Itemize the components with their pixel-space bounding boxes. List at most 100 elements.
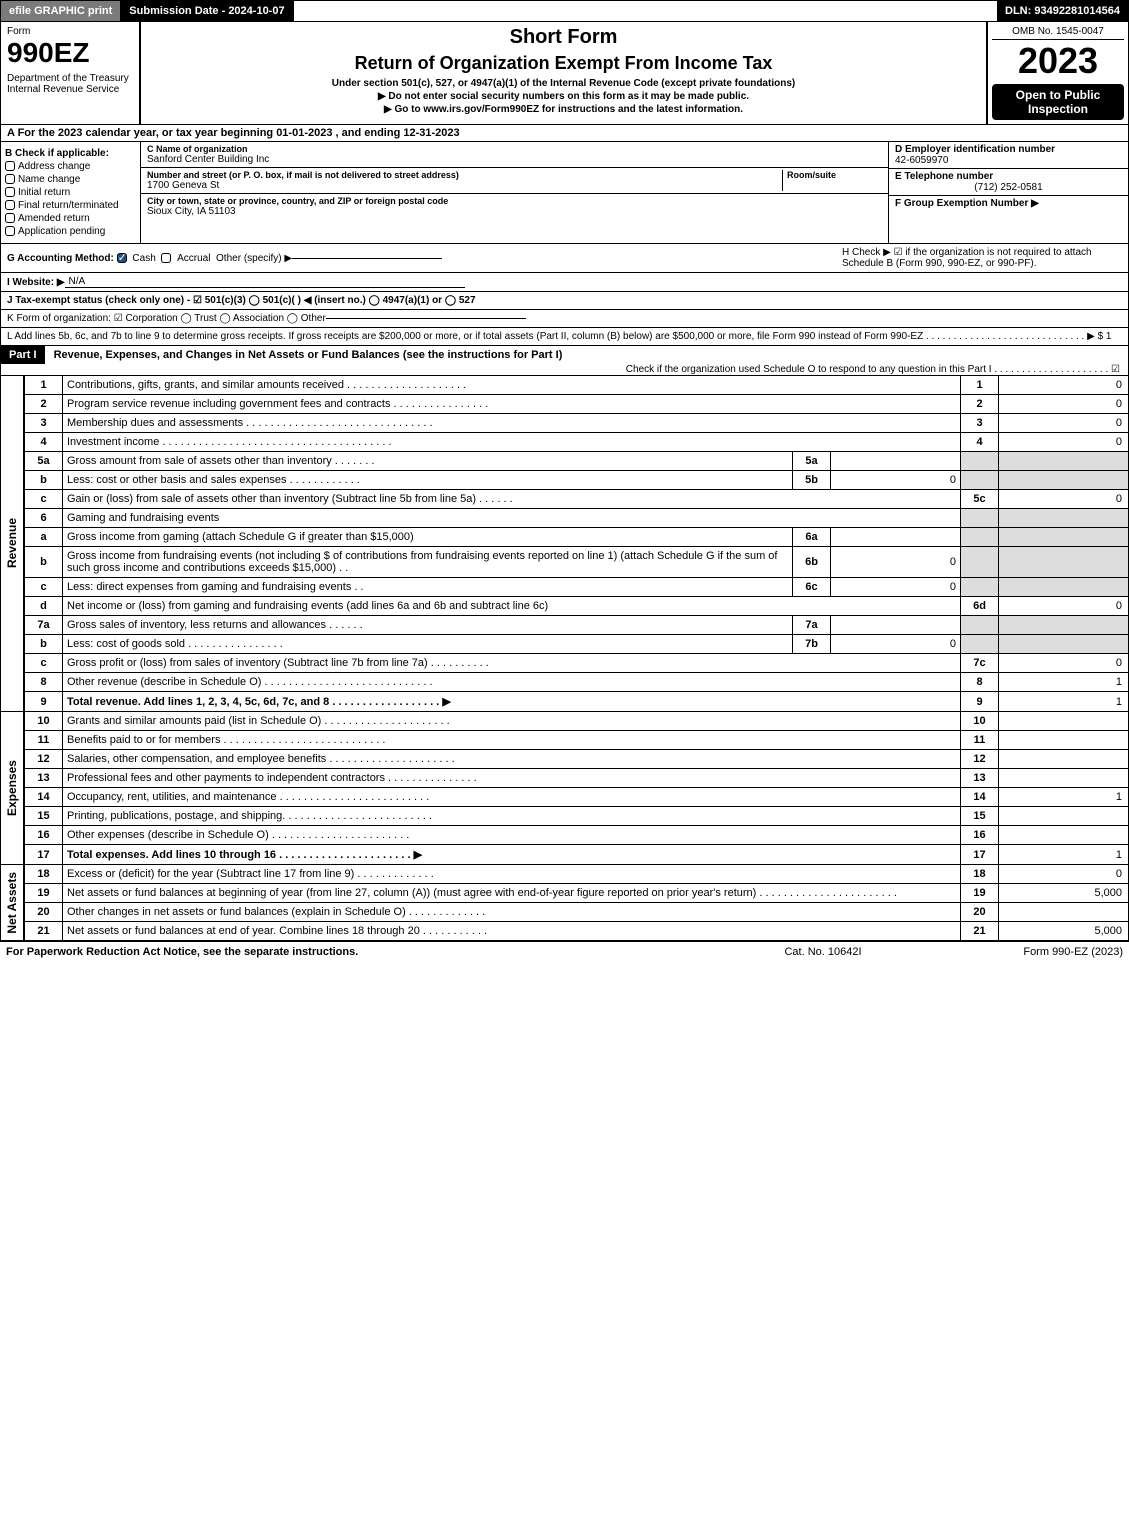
other-org-input[interactable] xyxy=(326,318,526,319)
line-13: 13Professional fees and other payments t… xyxy=(25,769,1129,788)
line-4: 4Investment income . . . . . . . . . . .… xyxy=(25,433,1129,452)
part-1-title: Revenue, Expenses, and Changes in Net As… xyxy=(48,346,569,364)
line-1: 1Contributions, gifts, grants, and simil… xyxy=(25,376,1129,395)
dln-label: DLN: 93492281014564 xyxy=(997,1,1128,21)
line-12: 12Salaries, other compensation, and empl… xyxy=(25,750,1129,769)
line-21: 21Net assets or fund balances at end of … xyxy=(25,922,1129,941)
form-title: Return of Organization Exempt From Incom… xyxy=(145,53,982,74)
part-1-label: Part I xyxy=(1,346,45,364)
info-right: D Employer identification number 42-6059… xyxy=(888,142,1128,243)
goto-link[interactable]: ▶ Go to www.irs.gov/Form990EZ for instru… xyxy=(145,104,982,115)
line-17: 17Total expenses. Add lines 10 through 1… xyxy=(25,845,1129,865)
line-10: 10Grants and similar amounts paid (list … xyxy=(25,712,1129,731)
org-name: Sanford Center Building Inc xyxy=(147,154,882,165)
box-c: C Name of organization Sanford Center Bu… xyxy=(141,142,888,243)
ssn-warning: ▶ Do not enter social security numbers o… xyxy=(145,91,982,102)
check-accrual[interactable] xyxy=(161,253,171,263)
check-final-return[interactable]: Final return/terminated xyxy=(5,200,136,211)
revenue-vert-label: Revenue xyxy=(0,376,24,712)
revenue-table: 1Contributions, gifts, grants, and simil… xyxy=(24,376,1129,712)
check-label: Final return/terminated xyxy=(18,200,119,211)
line-6d: dNet income or (loss) from gaming and fu… xyxy=(25,597,1129,616)
check-label: Amended return xyxy=(18,213,90,224)
website-label: I Website: ▶ xyxy=(7,277,65,288)
line-2: 2Program service revenue including gover… xyxy=(25,395,1129,414)
check-pending[interactable]: Application pending xyxy=(5,226,136,237)
other-input[interactable] xyxy=(292,258,442,259)
row-k: K Form of organization: ☑ Corporation ◯ … xyxy=(0,310,1129,328)
group-exemption-label: F Group Exemption Number ▶ xyxy=(895,198,1122,209)
line-8: 8Other revenue (describe in Schedule O) … xyxy=(25,673,1129,692)
netassets-vert-label: Net Assets xyxy=(0,865,24,941)
netassets-section: Net Assets 18Excess or (deficit) for the… xyxy=(0,865,1129,941)
line-7a: 7aGross sales of inventory, less returns… xyxy=(25,616,1129,635)
page-footer: For Paperwork Reduction Act Notice, see … xyxy=(0,941,1129,962)
line-15: 15Printing, publications, postage, and s… xyxy=(25,807,1129,826)
line-20: 20Other changes in net assets or fund ba… xyxy=(25,903,1129,922)
website-value: N/A xyxy=(65,276,465,288)
check-amended[interactable]: Amended return xyxy=(5,213,136,224)
part-1-check-o: Check if the organization used Schedule … xyxy=(1,364,1128,375)
form-number: 990EZ xyxy=(7,37,133,69)
netassets-table: 18Excess or (deficit) for the year (Subt… xyxy=(24,865,1129,941)
inspection-badge: Open to Public Inspection xyxy=(992,84,1124,120)
header-left: Form 990EZ Department of the Treasury In… xyxy=(1,22,141,124)
line-9: 9Total revenue. Add lines 1, 2, 3, 4, 5c… xyxy=(25,692,1129,712)
line-5a: 5aGross amount from sale of assets other… xyxy=(25,452,1129,471)
line-16: 16Other expenses (describe in Schedule O… xyxy=(25,826,1129,845)
short-form-title: Short Form xyxy=(145,26,982,49)
form-header: Form 990EZ Department of the Treasury In… xyxy=(0,22,1129,125)
check-name-change[interactable]: Name change xyxy=(5,174,136,185)
other-label: Other (specify) ▶ xyxy=(216,253,292,264)
check-label: Initial return xyxy=(18,187,70,198)
line-5b: bLess: cost or other basis and sales exp… xyxy=(25,471,1129,490)
header-right: OMB No. 1545-0047 2023 Open to Public In… xyxy=(988,22,1128,124)
line-6c: cLess: direct expenses from gaming and f… xyxy=(25,578,1129,597)
paperwork-notice: For Paperwork Reduction Act Notice, see … xyxy=(6,946,723,958)
cash-label: Cash xyxy=(132,253,155,264)
row-a-tax-year: A For the 2023 calendar year, or tax yea… xyxy=(0,125,1129,142)
header-center: Short Form Return of Organization Exempt… xyxy=(141,22,988,124)
form-of-org: K Form of organization: ☑ Corporation ◯ … xyxy=(7,313,326,324)
phone-value: (712) 252-0581 xyxy=(895,182,1122,193)
line-5c: cGain or (loss) from sale of assets othe… xyxy=(25,490,1129,509)
addr-label: Number and street (or P. O. box, if mail… xyxy=(147,170,782,180)
part-1-header-row: Part I Revenue, Expenses, and Changes in… xyxy=(0,346,1129,376)
line-6: 6Gaming and fundraising events xyxy=(25,509,1129,528)
omb-number: OMB No. 1545-0047 xyxy=(992,26,1124,40)
check-label: Application pending xyxy=(18,226,105,237)
room-label: Room/suite xyxy=(787,170,882,180)
expenses-vert-label: Expenses xyxy=(0,712,24,865)
dept-label: Department of the Treasury Internal Reve… xyxy=(7,73,133,95)
line-18: 18Excess or (deficit) for the year (Subt… xyxy=(25,865,1129,884)
info-block: B Check if applicable: Address change Na… xyxy=(0,142,1129,244)
ein-value: 42-6059970 xyxy=(895,155,1122,166)
form-label: Form xyxy=(7,26,133,37)
phone-label: E Telephone number xyxy=(895,171,1122,182)
efile-print-button[interactable]: efile GRAPHIC print xyxy=(1,1,121,21)
box-b-header: B Check if applicable: xyxy=(5,148,136,159)
row-g-h: G Accounting Method: Cash Accrual Other … xyxy=(0,244,1129,273)
tax-exempt-status: J Tax-exempt status (check only one) - ☑… xyxy=(7,295,476,306)
under-section: Under section 501(c), 527, or 4947(a)(1)… xyxy=(145,78,982,89)
org-address: 1700 Geneva St xyxy=(147,180,782,191)
line-6a: aGross income from gaming (attach Schedu… xyxy=(25,528,1129,547)
line-3: 3Membership dues and assessments . . . .… xyxy=(25,414,1129,433)
submission-date: Submission Date - 2024-10-07 xyxy=(121,1,293,21)
city-label: City or town, state or province, country… xyxy=(147,196,882,206)
check-label: Address change xyxy=(18,161,90,172)
org-city: Sioux City, IA 51103 xyxy=(147,206,882,217)
line-6b: bGross income from fundraising events (n… xyxy=(25,547,1129,578)
form-ref: Form 990-EZ (2023) xyxy=(923,946,1123,958)
org-name-label: C Name of organization xyxy=(147,144,882,154)
line-19: 19Net assets or fund balances at beginni… xyxy=(25,884,1129,903)
check-initial-return[interactable]: Initial return xyxy=(5,187,136,198)
revenue-section: Revenue 1Contributions, gifts, grants, a… xyxy=(0,376,1129,712)
check-address-change[interactable]: Address change xyxy=(5,161,136,172)
line-14: 14Occupancy, rent, utilities, and mainte… xyxy=(25,788,1129,807)
check-cash[interactable] xyxy=(117,253,127,263)
gross-receipts-text: L Add lines 5b, 6c, and 7b to line 9 to … xyxy=(7,331,1111,342)
cat-number: Cat. No. 10642I xyxy=(723,946,923,958)
top-bar: efile GRAPHIC print Submission Date - 20… xyxy=(0,0,1129,22)
row-l: L Add lines 5b, 6c, and 7b to line 9 to … xyxy=(0,328,1129,346)
